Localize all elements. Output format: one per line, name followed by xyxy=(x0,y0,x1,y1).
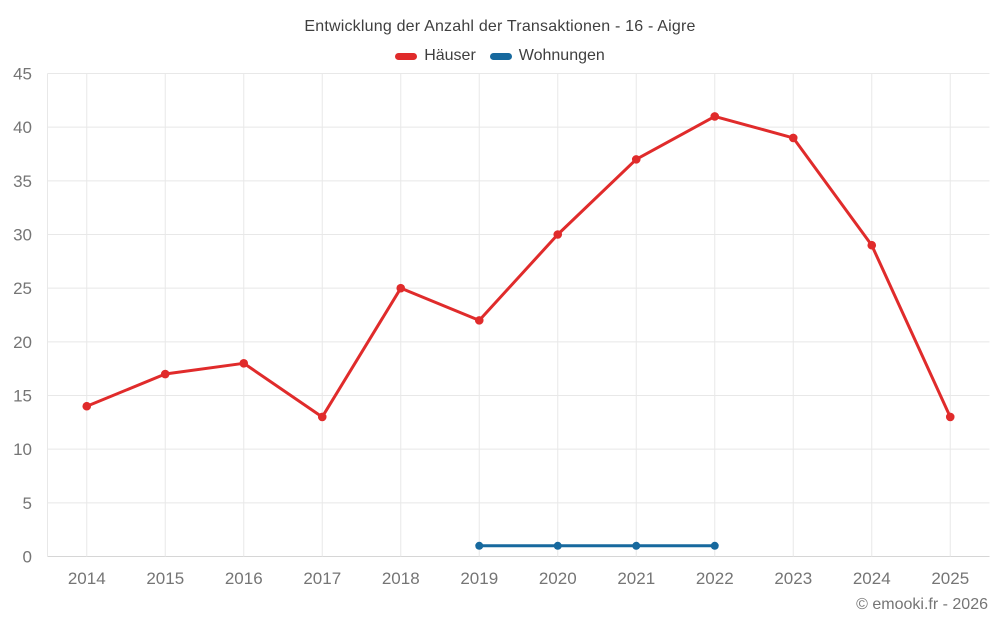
x-tick-label: 2023 xyxy=(774,569,812,588)
x-tick-label: 2025 xyxy=(931,569,969,588)
legend: Häuser Wohnungen xyxy=(0,46,1000,66)
haeuser-point-2019[interactable] xyxy=(474,316,484,325)
x-tick-label: 2014 xyxy=(68,569,106,588)
wohnungen-series-swatch-icon xyxy=(489,52,512,60)
legend-item-wohnungen[interactable]: Wohnungen xyxy=(489,46,605,66)
y-tick-label: 45 xyxy=(13,65,32,84)
y-tick-label: 5 xyxy=(23,494,32,513)
legend-label-wohnungen: Wohnungen xyxy=(518,47,605,64)
legend-item-haeuser[interactable]: Häuser xyxy=(395,46,476,66)
haeuser-point-2017[interactable] xyxy=(317,412,327,422)
haeuser-point-2022[interactable] xyxy=(710,112,720,121)
y-tick-label: 10 xyxy=(13,440,32,459)
wohnungen-point-2022[interactable] xyxy=(710,541,719,550)
x-tick-label: 2021 xyxy=(617,569,655,588)
x-tick-label: 2018 xyxy=(382,569,420,588)
haeuser-point-2015[interactable] xyxy=(160,369,170,379)
y-tick-label: 40 xyxy=(13,118,32,137)
wohnungen-point-2020[interactable] xyxy=(553,541,562,550)
haeuser-point-2021[interactable] xyxy=(631,155,641,164)
x-tick-label: 2015 xyxy=(146,569,184,588)
wohnungen-point-2019[interactable] xyxy=(475,541,484,550)
x-tick-label: 2020 xyxy=(539,569,577,588)
chart-title: Entwicklung der Anzahl der Transaktionen… xyxy=(304,18,696,35)
haeuser-point-2016[interactable] xyxy=(239,359,249,368)
x-tick-label: 2024 xyxy=(853,569,891,588)
y-tick-label: 25 xyxy=(13,279,32,298)
wohnungen-point-2021[interactable] xyxy=(632,541,641,550)
x-tick-label: 2019 xyxy=(460,569,498,588)
y-tick-label: 15 xyxy=(13,387,32,406)
y-tick-label: 35 xyxy=(13,172,32,191)
x-tick-label: 2016 xyxy=(225,569,263,588)
haeuser-point-2014[interactable] xyxy=(82,401,92,411)
haeuser-point-2025[interactable] xyxy=(945,412,955,422)
haeuser-series-swatch-icon xyxy=(395,52,418,60)
haeuser-line xyxy=(85,114,952,419)
x-tick-label: 2022 xyxy=(696,569,734,588)
copyright: © emooki.fr - 2026 xyxy=(856,596,988,613)
x-tick-label: 2017 xyxy=(303,569,341,588)
y-tick-label: 20 xyxy=(13,333,32,352)
legend-label-haeuser: Häuser xyxy=(424,47,476,64)
haeuser-point-2020[interactable] xyxy=(553,230,563,239)
haeuser-point-2018[interactable] xyxy=(396,283,406,293)
y-tick-label: 0 xyxy=(23,548,32,567)
y-tick-label: 30 xyxy=(13,226,32,245)
haeuser-point-2023[interactable] xyxy=(788,133,798,143)
haeuser-point-2024[interactable] xyxy=(867,240,877,250)
